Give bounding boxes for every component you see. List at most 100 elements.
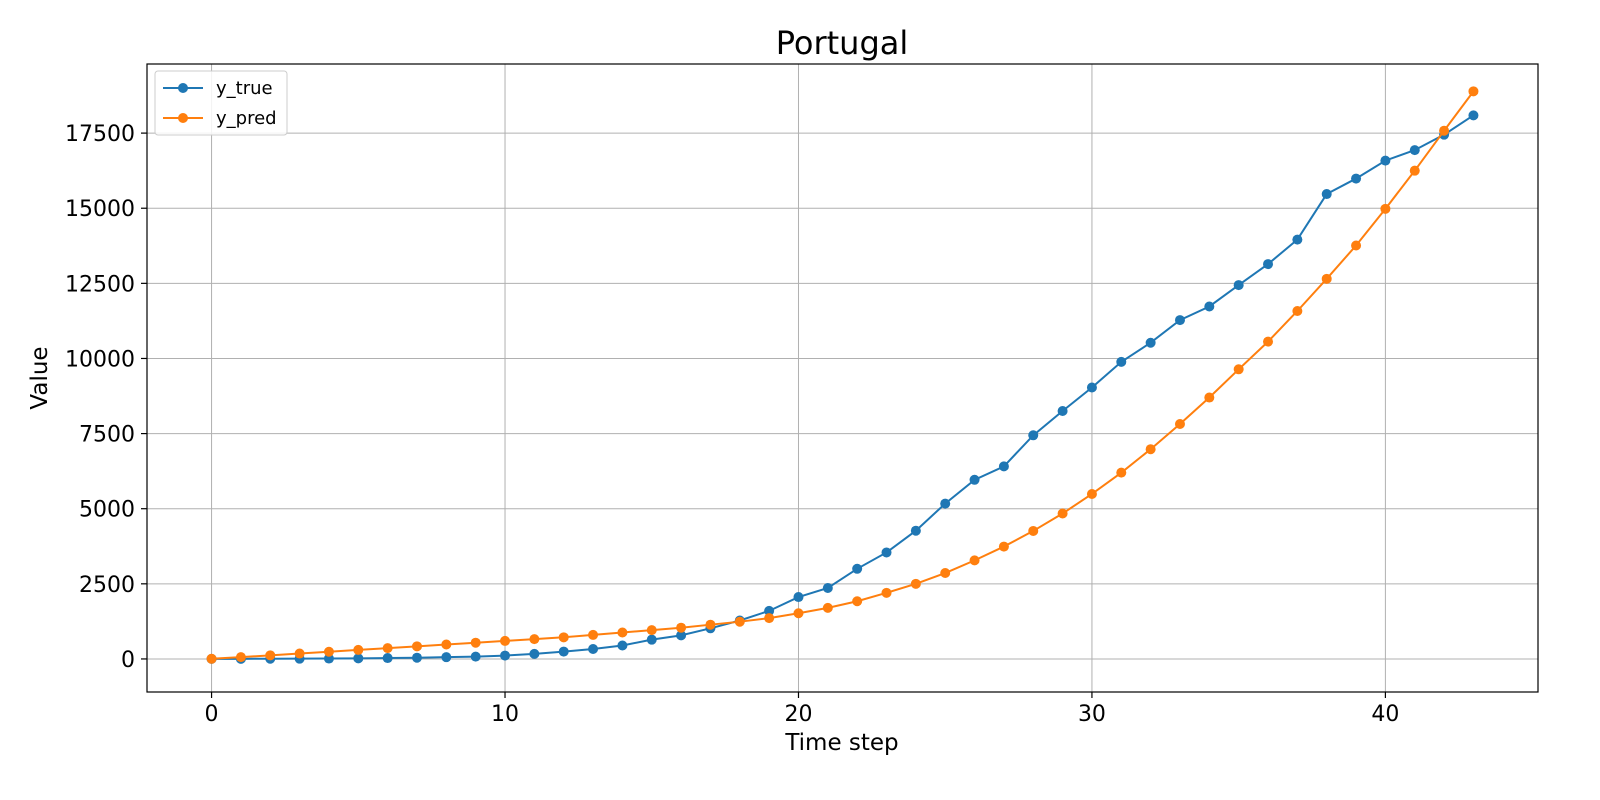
- data-point-y-true: [1263, 259, 1274, 270]
- data-point-y-true: [1351, 173, 1362, 184]
- data-point-y-true: [588, 644, 599, 655]
- x-tick-label: 10: [491, 702, 519, 727]
- data-point-y-pred: [265, 650, 276, 661]
- data-point-y-pred: [676, 622, 687, 633]
- data-point-y-true: [500, 650, 511, 661]
- data-point-y-pred: [617, 627, 628, 638]
- data-point-y-pred: [1321, 273, 1332, 284]
- x-axis-label: Time step: [784, 730, 898, 756]
- data-point-y-pred: [1439, 125, 1450, 136]
- data-point-y-pred: [1028, 525, 1039, 536]
- data-point-y-true: [676, 630, 687, 641]
- data-point-y-true: [822, 582, 833, 593]
- data-point-y-pred: [998, 541, 1009, 552]
- data-point-y-true: [529, 648, 540, 659]
- y-tick-label: 0: [121, 648, 135, 673]
- data-point-y-pred: [793, 608, 804, 619]
- x-tick-label: 20: [784, 702, 812, 727]
- data-point-y-pred: [411, 641, 422, 652]
- data-point-y-pred: [1468, 86, 1479, 97]
- data-point-y-pred: [1233, 364, 1244, 375]
- data-point-y-true: [1468, 110, 1479, 121]
- data-point-y-pred: [206, 653, 217, 664]
- data-point-y-true: [646, 634, 657, 645]
- data-point-y-pred: [705, 619, 716, 630]
- data-point-y-pred: [353, 644, 364, 655]
- data-point-y-pred: [382, 643, 393, 654]
- x-tick-label: 30: [1078, 702, 1106, 727]
- series-line-y-true: [211, 114, 1474, 660]
- data-point-y-true: [1145, 337, 1156, 348]
- legend-label-y-true: y_true: [216, 78, 273, 99]
- plot-frame: [146, 63, 1539, 693]
- data-point-y-true: [1321, 189, 1332, 200]
- data-point-y-true: [1057, 406, 1068, 417]
- data-point-y-pred: [969, 555, 980, 566]
- data-point-y-pred: [1263, 336, 1274, 347]
- data-point-y-true: [764, 605, 775, 616]
- data-point-y-pred: [764, 613, 775, 624]
- data-point-y-pred: [1174, 418, 1185, 429]
- data-point-y-pred: [734, 616, 745, 627]
- series-line-y-pred: [211, 90, 1475, 660]
- data-point-y-pred: [822, 602, 833, 613]
- data-point-y-true: [1174, 315, 1185, 326]
- data-point-y-true: [852, 563, 863, 574]
- data-point-y-pred: [323, 646, 334, 657]
- data-point-y-pred: [1086, 488, 1097, 499]
- y-tick-label: 5000: [79, 498, 135, 523]
- data-point-y-pred: [1409, 165, 1420, 176]
- y-tick-label: 2500: [79, 573, 135, 598]
- x-tick-label: 0: [205, 702, 219, 727]
- data-point-y-pred: [500, 635, 511, 646]
- data-point-y-pred: [529, 634, 540, 645]
- data-point-y-true: [1028, 430, 1039, 441]
- axis-ticks: 0 10 20 30 40 0 2500 5000 7500 10000 12500 15000 175…: [65, 122, 1399, 727]
- data-point-y-pred: [646, 625, 657, 636]
- data-point-y-pred: [558, 632, 569, 643]
- data-point-y-pred: [910, 578, 921, 589]
- data-point-y-true: [1409, 145, 1420, 156]
- data-point-y-true: [382, 653, 393, 664]
- data-point-y-true: [1204, 301, 1215, 312]
- data-point-y-pred: [1380, 203, 1391, 214]
- data-point-y-true: [470, 651, 481, 662]
- legend-marker-y-pred: [178, 113, 188, 123]
- data-point-y-pred: [294, 648, 305, 659]
- data-point-y-true: [441, 652, 452, 663]
- plot-series: [206, 86, 1479, 664]
- data-point-y-true: [940, 498, 951, 509]
- data-point-y-true: [1292, 234, 1303, 245]
- data-point-y-pred: [1116, 467, 1127, 478]
- data-point-y-pred: [441, 639, 452, 650]
- chart-title: Portugal: [776, 24, 909, 62]
- data-point-y-pred: [1204, 392, 1215, 403]
- x-tick-label: 40: [1371, 702, 1399, 727]
- legend: y_true y_pred: [154, 70, 288, 136]
- legend-marker-y-true: [178, 83, 188, 93]
- data-point-y-true: [910, 525, 921, 536]
- y-tick-label: 12500: [65, 272, 135, 297]
- data-point-y-pred: [1145, 444, 1156, 455]
- y-tick-label: 17500: [65, 122, 135, 147]
- data-point-y-true: [1380, 155, 1391, 166]
- data-point-y-true: [558, 646, 569, 657]
- grid-lines: [147, 64, 1538, 692]
- data-point-y-pred: [235, 652, 246, 663]
- data-point-y-pred: [852, 596, 863, 607]
- data-point-y-pred: [1057, 508, 1068, 519]
- y-tick-label: 7500: [79, 423, 135, 448]
- data-point-y-true: [998, 461, 1009, 472]
- y-tick-label: 10000: [65, 347, 135, 372]
- data-point-y-pred: [881, 587, 892, 598]
- data-point-y-pred: [1292, 305, 1303, 316]
- data-point-y-true: [353, 653, 364, 664]
- data-point-y-true: [969, 474, 980, 485]
- data-point-y-true: [411, 652, 422, 663]
- data-point-y-true: [793, 592, 804, 603]
- data-point-y-true: [1233, 280, 1244, 291]
- y-tick-label: 15000: [65, 197, 135, 222]
- y-axis-label: Value: [27, 346, 53, 409]
- data-point-y-true: [1086, 382, 1097, 393]
